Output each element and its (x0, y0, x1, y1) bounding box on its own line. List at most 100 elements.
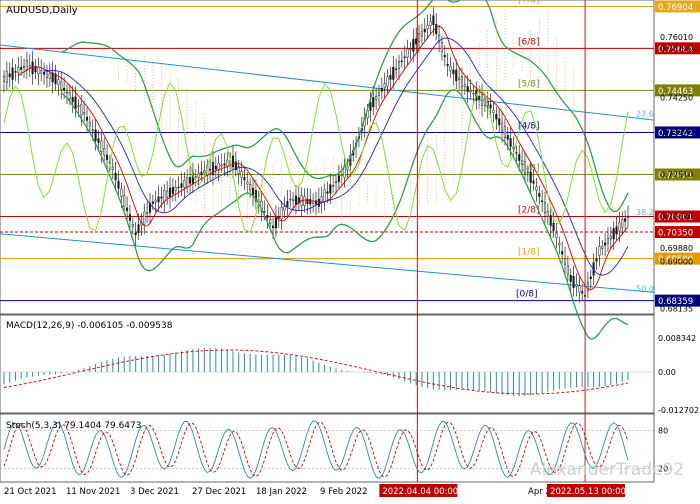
candle-body (289, 198, 292, 201)
candle-body (37, 66, 40, 75)
candle-body (65, 91, 69, 94)
candle-body (466, 86, 469, 92)
candle-body (598, 246, 601, 256)
candle-body (334, 181, 338, 183)
candle-body (463, 84, 466, 87)
candle-body (114, 172, 117, 181)
candle-body (526, 171, 529, 174)
stoch-title: Stoch(5,3,3) 79.1404 79.6473 (6, 421, 141, 431)
price-level-badge (655, 126, 700, 139)
price-level-badge (655, 226, 700, 239)
candle-body (14, 71, 17, 73)
candle-body (157, 196, 160, 203)
candle-body (578, 285, 581, 293)
price-axis-tick: 0.72510 (660, 171, 693, 180)
candle-body (211, 162, 215, 176)
candle-body (426, 25, 429, 30)
candle-body (5, 71, 8, 83)
macd-panel (0, 314, 655, 414)
candle-body (532, 180, 535, 184)
candle-body (601, 246, 604, 250)
price-level-badge-text: 0.75684 (658, 45, 693, 55)
candle-body (575, 284, 578, 287)
candle-body (280, 207, 283, 220)
candle-body (60, 81, 63, 90)
candle-body (595, 258, 598, 262)
candle-body (521, 160, 524, 165)
candle-body (137, 224, 140, 233)
candle-body (555, 233, 558, 238)
macd-axis-tick: 0.008342 (658, 334, 696, 343)
candle-body (240, 171, 243, 178)
price-level-badge-text: 0.73242 (658, 129, 693, 139)
candle-body (624, 218, 627, 222)
macd-signal-line (3, 349, 629, 395)
candle-body (174, 187, 177, 191)
candle-body (223, 163, 226, 166)
murrey-level-label: [4/8] (518, 121, 540, 131)
candle-body (28, 65, 31, 68)
lime-indicator-line (3, 81, 629, 234)
price-axis-tick: 0.69000 (660, 257, 693, 266)
candle-body (269, 219, 272, 225)
candle-body (538, 193, 541, 197)
candle-body (43, 71, 46, 75)
candle-body (395, 68, 398, 70)
candle-body (214, 165, 217, 170)
macd-axis-tick: -0.012702 (658, 406, 699, 415)
candle-body (417, 33, 421, 42)
candle-body (277, 216, 280, 219)
date-axis-label: 3 Dec 2021 (130, 487, 179, 497)
date-axis-label: 27 Dec 2021 (192, 487, 246, 497)
candle-body (154, 199, 157, 203)
candle-body (143, 211, 146, 225)
candle-body (458, 77, 461, 80)
main-panel (0, 0, 655, 315)
candle-body (168, 187, 172, 198)
candle-body (151, 201, 154, 204)
bollinger-lower-line (60, 89, 629, 340)
murrey-level-label: [7/8] (518, 0, 540, 5)
candle-body (415, 38, 418, 45)
candle-body (412, 38, 415, 52)
chart-title: AUDUSD,Daily (6, 5, 78, 16)
price-axis-tick: 0.69880 (660, 244, 693, 253)
candle-body (234, 161, 237, 170)
candle-body (423, 28, 426, 33)
ma-slow-line (44, 37, 629, 276)
murrey-level-label: [1/8] (518, 248, 540, 258)
candle-body (420, 31, 423, 37)
murrey-level-label: [2/8] (518, 206, 540, 216)
candle-body (383, 83, 386, 89)
candle-body (337, 175, 340, 182)
date-axis-label: 21 Oct 2021 (4, 487, 57, 497)
stoch-k-line (3, 420, 629, 479)
price-level-badge-text: 0.70801 (658, 213, 693, 223)
candle-body (303, 196, 306, 206)
candle-body (297, 197, 300, 204)
candle-body (615, 226, 618, 235)
candle-body (131, 224, 134, 227)
candle-body (495, 113, 498, 120)
price-level-badge (655, 84, 700, 97)
candle-body (103, 148, 106, 156)
price-level-badge-text: 0.68359 (658, 297, 693, 307)
candle-body (400, 60, 403, 62)
candle-body (509, 138, 512, 147)
candle-body (85, 116, 89, 121)
candle-body (443, 54, 446, 58)
candle-body (57, 79, 60, 85)
candle-body (263, 211, 266, 213)
candle-body (389, 75, 392, 80)
candle-body (403, 56, 406, 59)
candle-body (8, 73, 11, 78)
date-axis-label: 18 Jan 2022 (256, 487, 307, 497)
murrey-level-label: [5/8] (518, 79, 540, 89)
candle-body (320, 196, 323, 203)
candle-body (171, 187, 174, 195)
candle-body (97, 138, 100, 144)
candle-body (581, 291, 584, 294)
candle-body (529, 171, 532, 183)
candle-body (40, 70, 43, 74)
